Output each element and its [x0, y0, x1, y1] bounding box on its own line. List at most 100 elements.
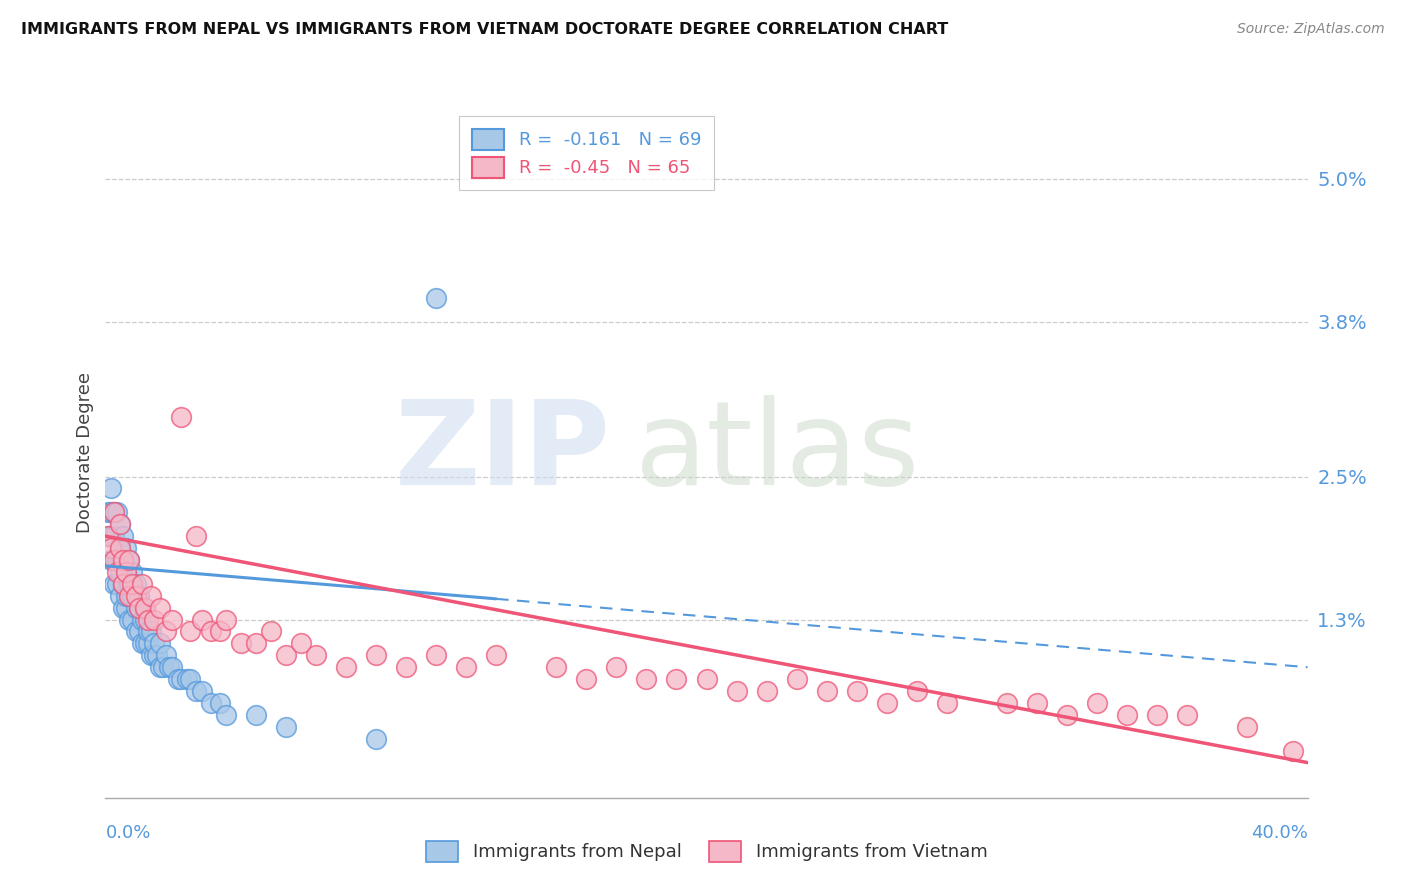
Point [110, 517, 132, 532]
Point [148, 636, 170, 650]
Point [100, 505, 122, 519]
Point [786, 672, 808, 686]
Point [128, 600, 150, 615]
Point [112, 529, 135, 543]
Point [110, 541, 132, 555]
Point [274, 648, 297, 663]
Point [148, 600, 170, 615]
Point [110, 589, 132, 603]
Point [160, 613, 183, 627]
Point [142, 648, 165, 663]
Point [124, 576, 146, 591]
Point [636, 672, 658, 686]
Point [134, 636, 156, 650]
Point [485, 648, 508, 663]
Point [454, 660, 477, 674]
Point [103, 553, 125, 567]
Point [214, 613, 236, 627]
Point [200, 624, 222, 639]
Point [128, 600, 150, 615]
Point [121, 589, 143, 603]
Point [169, 409, 191, 424]
Point [155, 648, 177, 663]
Point [696, 672, 718, 686]
Point [575, 672, 598, 686]
Point [115, 565, 138, 579]
Point [425, 291, 447, 305]
Point [131, 576, 153, 591]
Point [364, 648, 387, 663]
Point [112, 553, 135, 567]
Point [100, 529, 122, 543]
Point [107, 505, 129, 519]
Point [97, 529, 120, 543]
Point [103, 576, 125, 591]
Point [179, 624, 201, 639]
Point [118, 553, 141, 567]
Point [665, 672, 688, 686]
Point [184, 684, 207, 698]
Point [395, 660, 418, 674]
Text: 40.0%: 40.0% [1251, 824, 1308, 842]
Point [100, 541, 122, 555]
Point [755, 684, 778, 698]
Text: ZIP: ZIP [394, 395, 610, 510]
Point [145, 648, 167, 663]
Point [139, 624, 162, 639]
Point [115, 600, 138, 615]
Point [1236, 720, 1258, 734]
Point [121, 613, 143, 627]
Point [725, 684, 748, 698]
Point [229, 636, 252, 650]
Point [118, 613, 141, 627]
Point [134, 600, 156, 615]
Point [100, 482, 122, 496]
Point [245, 636, 267, 650]
Point [131, 636, 153, 650]
Point [107, 565, 129, 579]
Point [200, 696, 222, 710]
Point [118, 589, 141, 603]
Point [290, 636, 312, 650]
Point [112, 553, 135, 567]
Point [179, 672, 201, 686]
Text: 0.0%: 0.0% [105, 824, 150, 842]
Point [124, 600, 146, 615]
Point [335, 660, 357, 674]
Point [1026, 696, 1049, 710]
Point [115, 565, 138, 579]
Point [214, 707, 236, 722]
Point [1146, 707, 1168, 722]
Point [1056, 707, 1078, 722]
Point [100, 553, 122, 567]
Point [1175, 707, 1198, 722]
Point [128, 624, 150, 639]
Text: IMMIGRANTS FROM NEPAL VS IMMIGRANTS FROM VIETNAM DOCTORATE DEGREE CORRELATION CH: IMMIGRANTS FROM NEPAL VS IMMIGRANTS FROM… [21, 22, 948, 37]
Point [905, 684, 928, 698]
Point [148, 660, 170, 674]
Point [134, 600, 156, 615]
Point [136, 636, 159, 650]
Point [184, 529, 207, 543]
Point [134, 613, 156, 627]
Point [936, 696, 959, 710]
Point [124, 624, 146, 639]
Point [103, 505, 125, 519]
Point [115, 541, 138, 555]
Point [136, 624, 159, 639]
Point [160, 660, 183, 674]
Point [1281, 744, 1303, 758]
Point [605, 660, 627, 674]
Point [124, 589, 146, 603]
Point [176, 672, 198, 686]
Point [110, 565, 132, 579]
Point [995, 696, 1018, 710]
Point [169, 672, 191, 686]
Point [245, 707, 267, 722]
Point [115, 589, 138, 603]
Point [107, 553, 129, 567]
Point [112, 576, 135, 591]
Point [190, 613, 212, 627]
Point [142, 613, 165, 627]
Point [103, 505, 125, 519]
